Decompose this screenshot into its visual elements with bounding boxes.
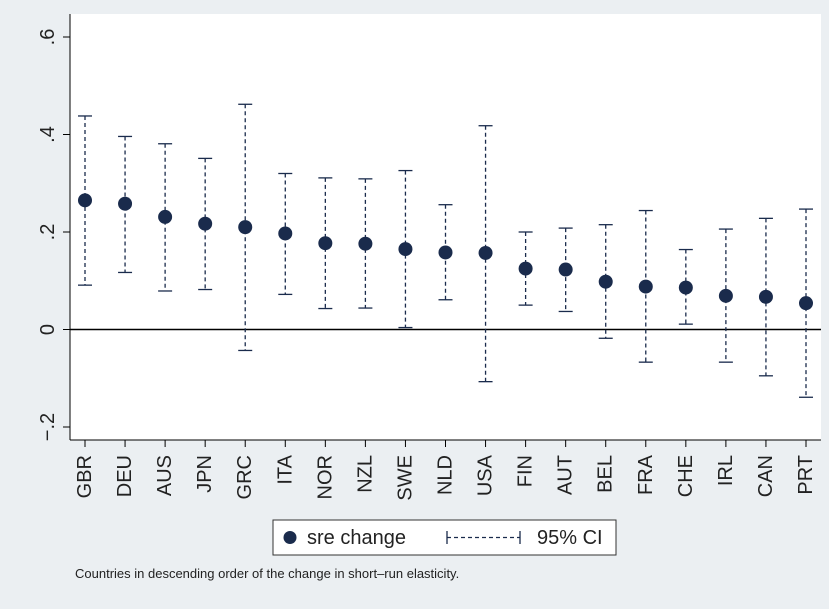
x-tick-label: NLD (435, 455, 457, 495)
data-point (358, 236, 373, 251)
ci-bar (438, 204, 453, 301)
data-point (799, 296, 813, 311)
data-point (278, 226, 293, 241)
x-tick-label: AUS (154, 455, 176, 496)
chart-note: Countries in descending order of the cha… (75, 566, 459, 581)
ci-bar (118, 135, 133, 274)
data-point (158, 209, 173, 224)
ci-bar (238, 103, 253, 352)
y-tick-label: −.2 (37, 413, 59, 441)
legend: sre change 95% CI (272, 519, 617, 556)
y-axis: −.2 0 .2 .4 .6 (37, 14, 71, 441)
ci-bar (278, 172, 293, 296)
data-point (438, 245, 453, 260)
point-markers (78, 193, 813, 311)
data-point (678, 280, 693, 295)
x-tick-label: PRT (795, 455, 817, 495)
data-point (758, 289, 773, 304)
ci-bar (558, 227, 573, 313)
legend-point-marker (283, 531, 297, 544)
legend-box (272, 519, 617, 556)
legend-ci-label: 95% CI (537, 527, 603, 549)
x-tick-label: SWE (394, 455, 416, 501)
data-point (638, 279, 653, 294)
data-point (318, 236, 333, 251)
x-tick-label: FIN (515, 455, 537, 487)
x-tick-label: AUT (555, 455, 577, 495)
x-tick-label: IRL (715, 455, 737, 486)
x-tick-label: JPN (194, 455, 216, 493)
y-tick-label: .2 (37, 224, 59, 241)
data-point (478, 245, 493, 260)
x-tick-label: DEU (114, 455, 136, 497)
x-tick-label: CAN (755, 455, 777, 497)
ci-bar (638, 209, 653, 363)
x-tick-label: FRA (635, 454, 657, 495)
x-tick-label: NOR (314, 455, 336, 499)
x-tick-label: ITA (274, 454, 296, 484)
data-point (558, 262, 573, 277)
data-point (238, 220, 253, 235)
y-tick-label: .6 (37, 29, 59, 46)
data-point (398, 242, 413, 257)
x-tick-label: BEL (595, 455, 617, 493)
legend-point-label: sre change (307, 527, 406, 549)
legend-ci-sample (446, 531, 521, 544)
y-tick-label: 0 (37, 324, 59, 335)
data-point (118, 196, 133, 211)
x-tick-label: GRC (234, 455, 256, 499)
data-point (598, 274, 613, 289)
data-point (718, 288, 733, 303)
data-point (518, 261, 533, 276)
y-tick-label: .4 (37, 126, 59, 143)
x-axis: GBR DEU AUS JPN GRC ITA NOR NZL SWE NLD USA FIN AUT B… (70, 439, 821, 501)
x-tick-label: CHE (675, 455, 697, 497)
data-point (198, 216, 213, 231)
x-tick-label: USA (475, 454, 497, 496)
x-tick-label: NZL (354, 455, 376, 493)
x-tick-label: GBR (74, 455, 96, 498)
data-point (78, 193, 92, 208)
